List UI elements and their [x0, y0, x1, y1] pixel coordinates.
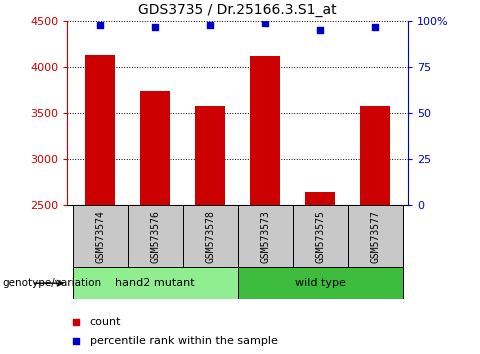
Point	[72, 320, 80, 325]
Text: percentile rank within the sample: percentile rank within the sample	[90, 336, 277, 346]
Bar	[250, 56, 280, 205]
Bar	[238, 267, 403, 299]
Bar	[72, 205, 128, 267]
Bar	[182, 205, 238, 267]
Bar	[85, 55, 115, 205]
Point	[371, 24, 379, 30]
Text: wild type: wild type	[295, 278, 346, 288]
Text: genotype/variation: genotype/variation	[2, 278, 102, 288]
Bar	[305, 193, 335, 205]
Text: GSM573574: GSM573574	[95, 210, 105, 263]
Bar	[238, 205, 293, 267]
Text: GSM573577: GSM573577	[370, 210, 380, 263]
Point	[96, 22, 104, 28]
Point	[261, 20, 269, 26]
Point	[206, 22, 214, 28]
Bar	[360, 106, 390, 205]
Text: hand2 mutant: hand2 mutant	[115, 278, 195, 288]
Text: count: count	[90, 318, 121, 327]
Bar	[195, 106, 225, 205]
Point	[72, 338, 80, 343]
Point	[316, 28, 324, 33]
Bar	[140, 91, 170, 205]
Point	[151, 24, 159, 30]
Text: GSM573573: GSM573573	[260, 210, 270, 263]
Bar	[72, 267, 238, 299]
Text: GSM573578: GSM573578	[205, 210, 215, 263]
Text: GSM573575: GSM573575	[315, 210, 325, 263]
Bar	[128, 205, 182, 267]
Title: GDS3735 / Dr.25166.3.S1_at: GDS3735 / Dr.25166.3.S1_at	[138, 4, 337, 17]
Text: GSM573576: GSM573576	[150, 210, 160, 263]
Bar	[293, 205, 348, 267]
Bar	[348, 205, 403, 267]
